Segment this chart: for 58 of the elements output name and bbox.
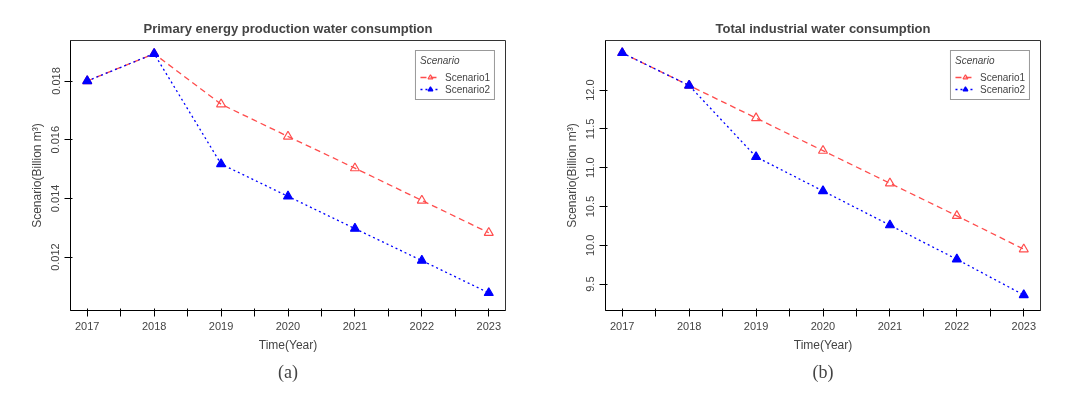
chart-title: Total industrial water consumption — [715, 20, 931, 36]
x-tick-label: 2017 — [75, 319, 100, 332]
x-tick-label: 2021 — [877, 319, 903, 332]
x-tick-label: 2017 — [610, 319, 635, 332]
point — [884, 177, 896, 187]
point — [951, 253, 962, 263]
y-tick-label: 9.5 — [584, 276, 597, 292]
point — [349, 162, 361, 172]
point — [750, 112, 762, 122]
point — [483, 226, 494, 236]
y-tick-label: 0.014 — [49, 184, 62, 213]
point — [416, 254, 427, 264]
point — [951, 210, 962, 220]
x-tick-label: 2019 — [743, 319, 769, 332]
x-tick-label: 2019 — [208, 319, 234, 332]
x-tick-label: 2022 — [409, 319, 435, 332]
x-tick-label: 2018 — [141, 319, 167, 332]
x-tick-label: 2020 — [275, 319, 301, 332]
point — [1018, 289, 1029, 299]
y-tick-label: 11.5 — [584, 118, 597, 140]
y-tick-label: 0.018 — [49, 67, 62, 95]
point — [1018, 243, 1029, 253]
legend-label: Scenario2 — [444, 83, 490, 95]
point — [416, 194, 427, 204]
x-tick-label: 2022 — [944, 319, 970, 332]
point — [750, 151, 762, 161]
y-tick-label: 0.016 — [49, 125, 62, 154]
x-axis-title: Time(Year) — [793, 337, 853, 352]
x-tick-label: 2020 — [810, 319, 836, 332]
y-axis-title: Scenario(Billion m³) — [29, 123, 44, 228]
y-tick-label: 0.012 — [49, 243, 62, 271]
point — [349, 222, 361, 232]
y-tick-label: 11.0 — [584, 157, 597, 179]
y-axis-title: Scenario(Billion m³) — [564, 123, 579, 228]
legend-label: Scenario1 — [979, 71, 1025, 83]
legend-title: Scenario — [954, 55, 996, 66]
point — [817, 185, 829, 195]
y-tick-label: 12.0 — [584, 79, 597, 101]
point — [282, 190, 294, 200]
y-tick-label: 10.0 — [584, 234, 597, 257]
x-tick-label: 2018 — [676, 319, 702, 332]
point — [215, 158, 227, 168]
legend-label: Scenario1 — [444, 71, 490, 83]
x-tick-label: 2023 — [1011, 319, 1037, 332]
point — [817, 144, 829, 154]
text: (a) — [278, 361, 298, 383]
point — [215, 98, 227, 108]
x-axis-title: Time(Year) — [258, 337, 318, 352]
y-tick-label: 10.5 — [584, 195, 597, 218]
legend-title: Scenario — [419, 55, 461, 66]
text: (b) — [812, 361, 834, 383]
legend-label: Scenario2 — [979, 83, 1025, 95]
point — [282, 130, 294, 140]
point — [884, 219, 896, 229]
chart-title: Primary energy production water consumption — [143, 20, 433, 36]
x-tick-label: 2021 — [342, 319, 368, 332]
point — [483, 287, 494, 297]
x-tick-label: 2023 — [476, 319, 502, 332]
